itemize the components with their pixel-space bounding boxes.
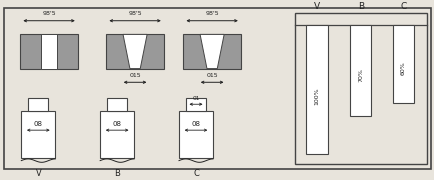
- Text: B: B: [114, 170, 120, 179]
- Text: V: V: [35, 170, 41, 179]
- Text: 08: 08: [112, 121, 122, 127]
- Bar: [20, 34, 78, 69]
- Bar: [21, 111, 55, 158]
- Text: 60%: 60%: [400, 61, 405, 75]
- Text: 01: 01: [192, 96, 199, 101]
- Text: C: C: [193, 170, 198, 179]
- Text: 100%: 100%: [314, 87, 319, 105]
- Text: 98'5: 98'5: [128, 12, 141, 16]
- Bar: [178, 111, 213, 158]
- Text: 98'5: 98'5: [205, 12, 218, 16]
- Bar: [100, 111, 134, 158]
- Text: 08: 08: [34, 121, 43, 127]
- Bar: [186, 98, 205, 111]
- Bar: [183, 34, 240, 69]
- Bar: [28, 98, 48, 111]
- Text: C: C: [399, 2, 405, 11]
- Text: 015: 015: [129, 73, 141, 78]
- Polygon shape: [123, 34, 147, 69]
- Bar: [106, 34, 163, 69]
- Bar: [392, 25, 413, 103]
- Text: V: V: [313, 2, 319, 11]
- Polygon shape: [200, 34, 224, 69]
- Bar: [349, 25, 371, 116]
- Bar: [306, 25, 327, 154]
- Text: B: B: [357, 2, 363, 11]
- Text: 70%: 70%: [358, 68, 362, 82]
- Text: 98'5: 98'5: [42, 12, 56, 16]
- Text: 015: 015: [206, 73, 217, 78]
- Bar: [107, 98, 127, 111]
- Bar: [294, 13, 426, 163]
- Text: 08: 08: [191, 121, 200, 127]
- Bar: [41, 34, 57, 69]
